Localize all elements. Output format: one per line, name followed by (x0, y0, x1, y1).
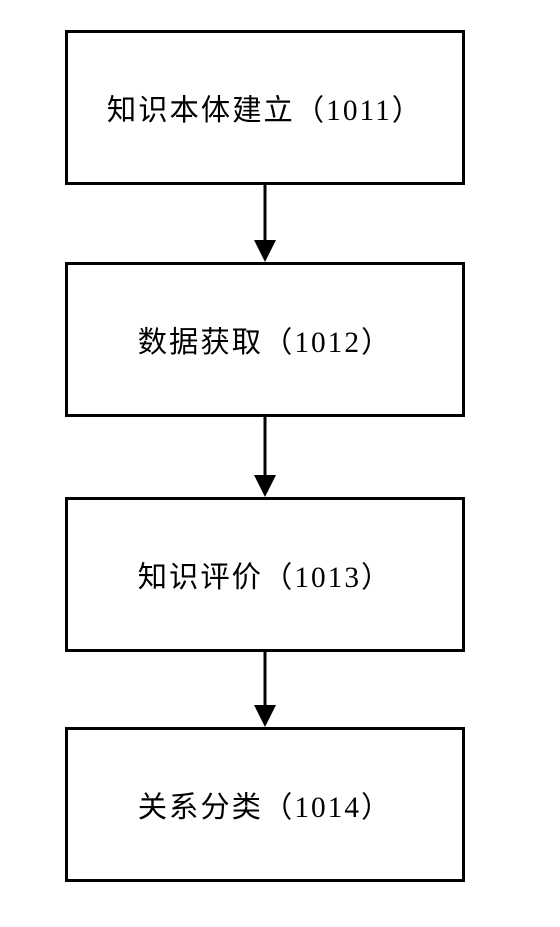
flowchart-edge-n3-n4 (0, 0, 560, 927)
flowchart-canvas: 知识本体建立（1011）数据获取（1012）知识评价（1013）关系分类（101… (0, 0, 560, 927)
